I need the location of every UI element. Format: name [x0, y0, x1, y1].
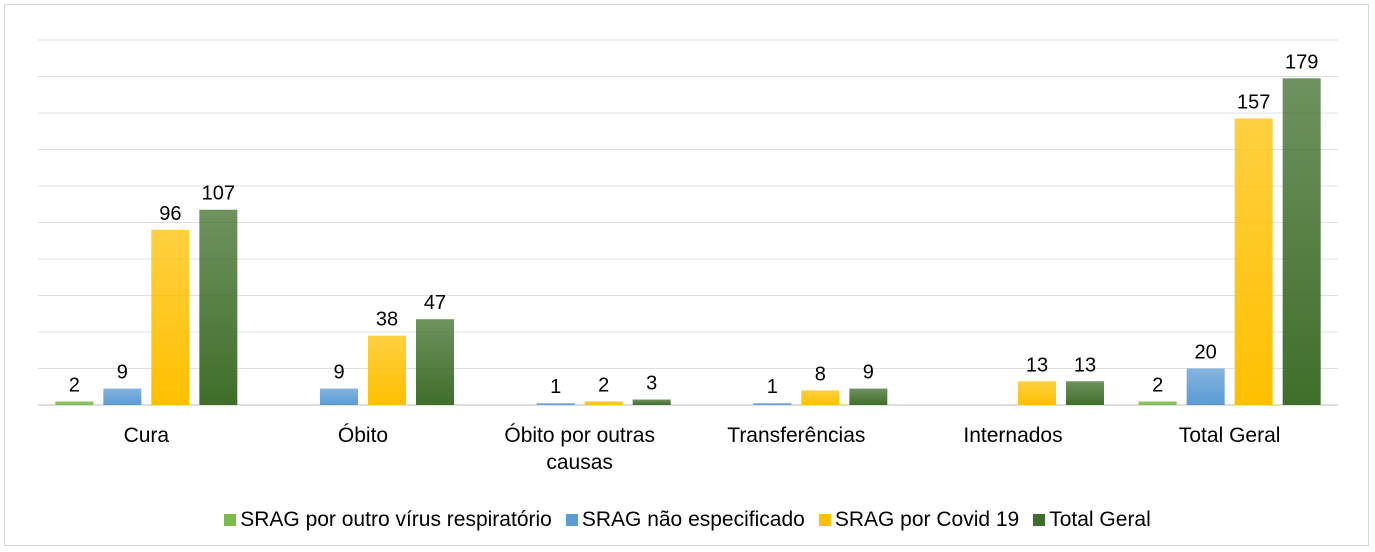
bar	[368, 335, 406, 405]
data-label: 157	[1237, 91, 1270, 113]
data-label: 107	[202, 183, 235, 205]
legend-swatch	[224, 514, 237, 526]
legend-item: SRAG por Covid 19	[818, 508, 1020, 532]
legend-label: SRAG por Covid 19	[834, 508, 1020, 531]
bar	[1282, 78, 1321, 405]
legend: SRAG por outro vírus respiratório SRAG nã…	[0, 508, 1375, 532]
bar	[1018, 381, 1056, 405]
bar	[849, 388, 888, 405]
legend-label: SRAG não especificado	[581, 508, 805, 531]
bar	[1138, 401, 1177, 405]
legend-item: Total Geral	[1033, 508, 1151, 532]
x-tick-label: Internados	[963, 424, 1063, 447]
data-label: 1	[767, 376, 778, 398]
data-label: 8	[815, 363, 826, 385]
data-label: 13	[1074, 354, 1096, 376]
bar	[536, 403, 575, 405]
data-label: 13	[1026, 354, 1048, 376]
data-label: 47	[424, 292, 446, 314]
x-tick-label: Transferências	[727, 424, 866, 447]
bar	[801, 390, 840, 405]
data-label: 2	[598, 374, 609, 396]
legend-label: SRAG por outro vírus respiratório	[240, 508, 552, 531]
x-tick-label: Total Geral	[1178, 424, 1281, 447]
data-label: 2	[1152, 374, 1163, 396]
data-label: 3	[646, 373, 657, 395]
legend-swatch	[818, 514, 831, 526]
data-label: 38	[376, 309, 398, 331]
bar	[1234, 118, 1273, 405]
bar	[584, 401, 623, 405]
data-label: 96	[159, 203, 181, 225]
bar	[1186, 368, 1225, 405]
bar	[632, 399, 671, 405]
bar	[103, 388, 142, 405]
bar	[753, 403, 792, 405]
legend-item: SRAG por outro vírus respiratório	[224, 508, 552, 532]
data-label: 9	[117, 362, 128, 384]
data-label: 1	[550, 376, 561, 398]
bar	[151, 229, 190, 405]
bar	[320, 388, 358, 405]
data-label: 20	[1195, 342, 1217, 364]
bar	[416, 319, 454, 405]
data-label: 2	[69, 374, 80, 396]
x-tick-label: Óbito por outras causas	[504, 424, 655, 474]
bar	[55, 401, 94, 405]
data-label: 9	[863, 362, 874, 384]
x-tick-label: Cura	[123, 424, 170, 447]
chart-frame	[4, 4, 1369, 546]
x-tick-label: Óbito	[337, 424, 389, 447]
bar	[1066, 381, 1104, 405]
data-label: 179	[1285, 51, 1318, 73]
legend-swatch	[1033, 514, 1046, 526]
legend-label: Total Geral	[1049, 508, 1151, 531]
legend-item: SRAG não especificado	[565, 508, 805, 532]
legend-swatch	[565, 514, 578, 526]
bar	[199, 209, 238, 405]
data-label: 9	[333, 362, 344, 384]
